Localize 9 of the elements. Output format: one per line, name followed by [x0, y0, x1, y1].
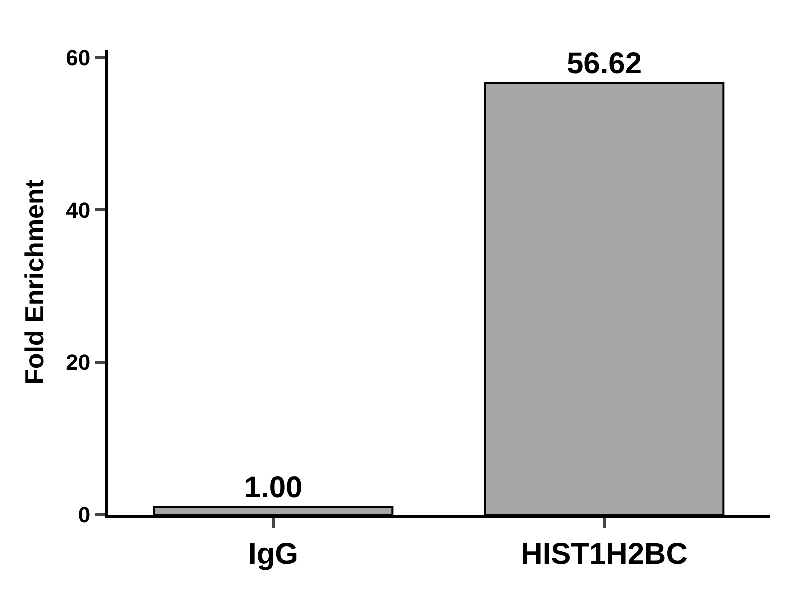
x-tick-label: HIST1H2BC [521, 538, 688, 571]
y-tick-label: 0 [78, 502, 91, 528]
y-tick-label: 20 [66, 350, 91, 376]
y-tick-label: 40 [66, 198, 91, 223]
data-label: 1.00 [244, 471, 303, 504]
data-label: 56.62 [566, 47, 642, 80]
x-tick-label: IgG [248, 538, 298, 571]
y-axis-title: Fold Enrichment [20, 180, 50, 386]
y-tick-label: 60 [66, 45, 91, 70]
